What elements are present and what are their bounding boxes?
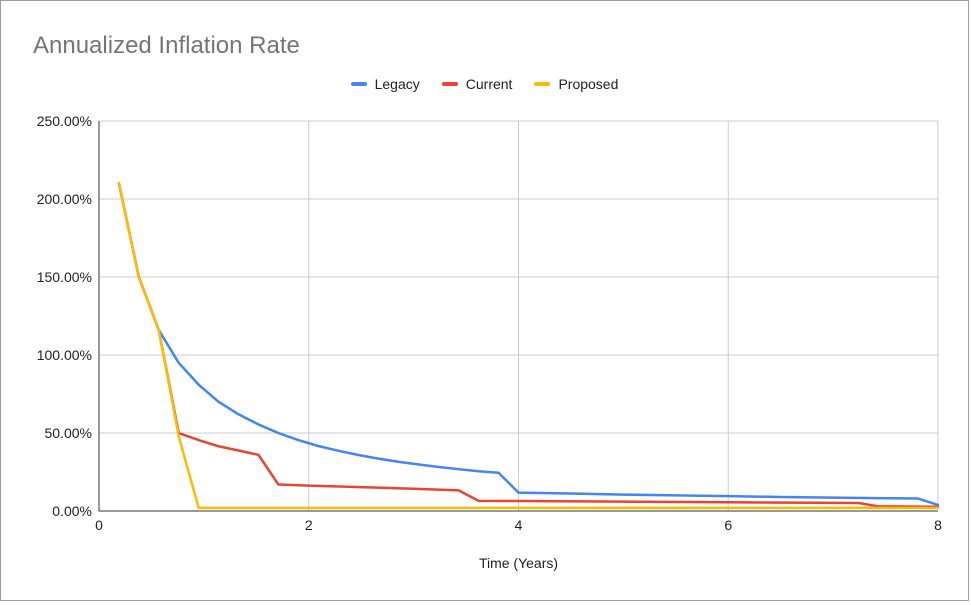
series-line-proposed[interactable] (117, 182, 940, 510)
y-tick-label: 0.00% (52, 503, 92, 519)
x-tick-label: 4 (515, 517, 523, 533)
legend-label-legacy: Legacy (374, 76, 420, 92)
legend-item-legacy[interactable]: Legacy (350, 76, 420, 92)
legend-swatch-legacy (350, 82, 367, 86)
y-tick-label: 100.00% (37, 347, 92, 363)
series-line-current[interactable] (117, 182, 940, 509)
y-tick-label: 50.00% (45, 425, 92, 441)
x-tick-label: 6 (724, 517, 732, 533)
x-tick-label: 8 (934, 517, 942, 533)
x-axis-title: Time (Years) (479, 555, 558, 571)
y-tick-label: 150.00% (37, 269, 92, 285)
grid (99, 120, 939, 511)
series-lines (117, 182, 940, 510)
legend-swatch-proposed (534, 82, 551, 86)
axes (98, 121, 938, 512)
legend-item-proposed[interactable]: Proposed (534, 76, 618, 92)
legend-item-current[interactable]: Current (441, 76, 513, 92)
series-line-legacy[interactable] (117, 182, 940, 507)
y-tick-label: 200.00% (37, 191, 92, 207)
x-tick-label: 2 (305, 517, 313, 533)
chart-title: Annualized Inflation Rate (33, 32, 300, 59)
legend-label-proposed: Proposed (558, 76, 619, 92)
x-tick-label: 0 (95, 517, 103, 533)
legend-label-current: Current (465, 76, 513, 92)
y-tick-label: 250.00% (37, 113, 92, 129)
tick-labels: 0.00% 50.00% 100.00% 150.00% 200.00% 250.00% 0… (37, 113, 942, 533)
legend: Legacy Current Proposed (0, 76, 969, 92)
legend-swatch-current (441, 82, 458, 86)
